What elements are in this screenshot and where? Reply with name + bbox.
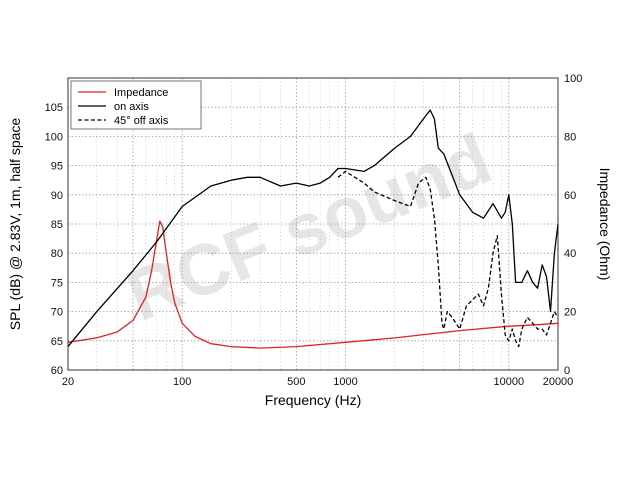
x-tick-label: 1000 <box>333 376 357 388</box>
legend: Impedance on axis 45° off axis <box>70 80 202 130</box>
x-tick-label: 100 <box>173 376 191 388</box>
y-tick-label: 80 <box>51 248 63 260</box>
on-axis-curve <box>67 109 559 348</box>
y-tick-label: 90 <box>51 190 63 202</box>
x-tick-label: 500 <box>287 376 305 388</box>
legend-box <box>70 80 202 130</box>
off-axis-curve <box>337 170 559 348</box>
tick-labels: 20 100 500 1000 10000 20000606570758085909510… <box>45 73 583 388</box>
y-tick-label: 105 <box>45 102 63 114</box>
legend-label-off-axis: 45° off axis <box>114 115 169 127</box>
x-tick-label: 10000 <box>494 376 525 388</box>
impedance-curve <box>67 220 559 349</box>
y2-tick-label: 20 <box>564 307 576 319</box>
y2-axis-title: Impedance (Ohm) <box>597 168 613 281</box>
x-tick-label: 20 <box>62 376 74 388</box>
legend-label-on-axis: on axis <box>114 101 149 113</box>
series-layer <box>67 109 559 349</box>
y-tick-label: 85 <box>51 219 63 231</box>
y2-tick-label: 80 <box>564 131 576 143</box>
y2-tick-label: 100 <box>564 73 582 85</box>
y2-tick-label: 40 <box>564 248 576 260</box>
legend-label-impedance: Impedance <box>114 87 168 99</box>
y-tick-label: 75 <box>51 277 63 289</box>
x-tick-label: 20000 <box>543 376 574 388</box>
brand-watermark: RCF sound <box>116 119 502 337</box>
y2-tick-label: 0 <box>564 365 570 377</box>
y-tick-label: 95 <box>51 161 63 173</box>
y2-tick-label: 60 <box>564 190 576 202</box>
y-tick-label: 100 <box>45 131 63 143</box>
y-axis-title: SPL (dB) @ 2.83V, 1m, half space <box>7 118 23 331</box>
y-tick-label: 65 <box>51 336 63 348</box>
y-tick-label: 70 <box>51 307 63 319</box>
y-tick-label: 60 <box>51 365 63 377</box>
x-axis-title: Frequency (Hz) <box>265 392 361 408</box>
